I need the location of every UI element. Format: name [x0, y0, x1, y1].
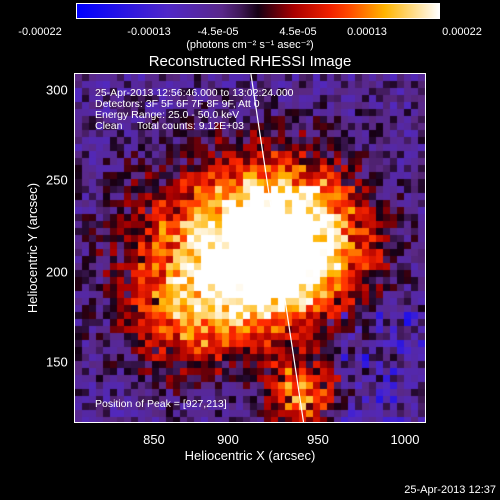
- colorbar-tick-label: -0.00022: [18, 26, 62, 38]
- colorbar-tick-label: 4.5e-05: [279, 26, 317, 38]
- peak-position-text: Position of Peak = [927,213]: [95, 398, 227, 410]
- colorbar-tick-label: 0.00013: [347, 26, 387, 38]
- x-tick-label: 900: [217, 432, 239, 447]
- info-time-range: 25-Apr-2013 12:56:46.000 to 13:02:24.000: [95, 87, 294, 99]
- x-tick-label: 1000: [390, 432, 420, 447]
- solar-limb-overlay: [250, 74, 305, 422]
- colorbar-tick-label: 0.00022: [442, 26, 482, 38]
- plot-timestamp: 25-Apr-2013 12:37: [404, 484, 496, 496]
- y-tick-label: 300: [46, 82, 68, 98]
- info-clean-counts: Clean Total counts: 9.12E+03: [95, 120, 244, 132]
- solar-limb-line: [250, 74, 305, 422]
- y-axis-label: Heliocentric Y (arcsec): [25, 182, 40, 314]
- y-tick-label: 200: [46, 264, 68, 280]
- y-tick-label: 150: [46, 354, 68, 370]
- plot-title: Reconstructed RHESSI Image: [148, 53, 352, 70]
- colorbar: [76, 3, 440, 19]
- x-axis-label: Heliocentric X (arcsec): [184, 448, 316, 463]
- x-tick-label: 950: [307, 432, 329, 447]
- colorbar-units: (photons cm⁻² s⁻¹ asec⁻²): [186, 39, 314, 51]
- image-plot: 25-Apr-2013 12:56:46.000 to 13:02:24.000…: [74, 73, 426, 423]
- y-tick-label: 250: [46, 172, 68, 188]
- info-energy-range: Energy Range: 25.0 - 50.0 keV: [95, 109, 240, 121]
- colorbar-tick-label: -4.5e-05: [197, 26, 239, 38]
- x-tick-label: 850: [143, 432, 165, 447]
- info-detectors: Detectors: 3F 5F 6F 7F 8F 9F, Att 0: [95, 98, 260, 110]
- colorbar-tick-label: -0.00013: [127, 26, 171, 38]
- rhessi-image: [75, 74, 425, 422]
